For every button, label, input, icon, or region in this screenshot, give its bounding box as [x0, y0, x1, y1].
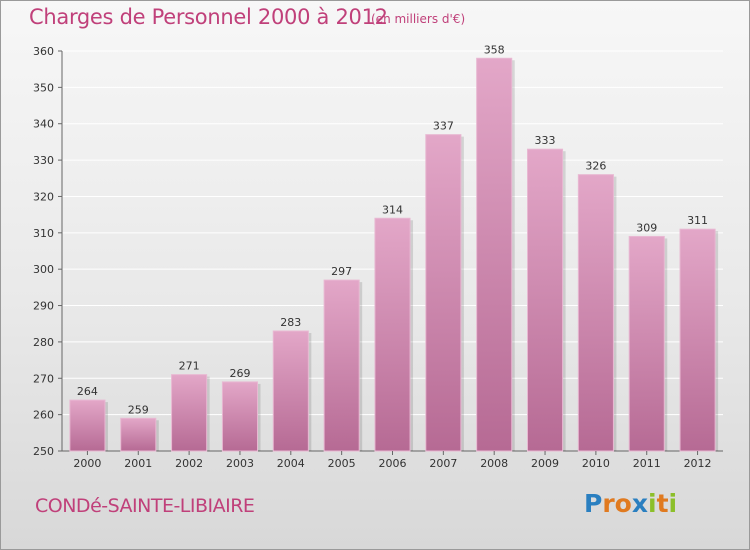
chart-subtitle: (en milliers d'€) [371, 12, 466, 26]
logo-letter: i [648, 489, 657, 518]
x-tick-label: 2009 [531, 457, 559, 470]
bar [323, 279, 360, 452]
x-tick-label: 2000 [73, 457, 101, 470]
x-tick-label: 2001 [124, 457, 152, 470]
bar-value-label: 264 [77, 385, 98, 398]
x-tick-label: 2004 [277, 457, 305, 470]
bar [69, 399, 106, 452]
bar-value-label: 326 [585, 160, 606, 173]
bar-value-label: 309 [636, 221, 657, 234]
bar [628, 235, 665, 452]
proxiti-logo[interactable]: Proxiti [584, 489, 677, 518]
bar-value-label: 269 [229, 367, 250, 380]
y-tick-label: 360 [33, 45, 54, 58]
y-tick-label: 330 [33, 154, 54, 167]
bar [476, 57, 513, 452]
x-tick-label: 2012 [684, 457, 712, 470]
logo-letter: r [602, 489, 615, 518]
x-tick-label: 2002 [175, 457, 203, 470]
bar-value-label: 283 [280, 316, 301, 329]
bar [526, 148, 564, 452]
y-tick-label: 320 [33, 190, 54, 203]
bar [679, 228, 716, 452]
x-tick-label: 2008 [480, 457, 508, 470]
y-tick-label: 300 [33, 263, 54, 276]
logo-letter: t [656, 489, 669, 518]
bar [221, 381, 259, 452]
bar [272, 330, 309, 452]
bar-value-label: 311 [687, 214, 708, 227]
logo-letter: o [614, 489, 632, 518]
y-tick-label: 260 [33, 409, 54, 422]
bar-value-label: 358 [484, 43, 505, 56]
logo-letter: i [668, 489, 678, 518]
bar-value-label: 333 [535, 134, 556, 147]
logo-letter: x [631, 489, 648, 518]
bar-value-label: 259 [128, 403, 149, 416]
y-tick-label: 340 [33, 118, 54, 131]
y-tick-label: 310 [33, 227, 54, 240]
x-tick-label: 2007 [429, 457, 457, 470]
commune-name: CONDé-SAINTE-LIBIAIRE [35, 495, 255, 517]
y-tick-label: 350 [33, 81, 54, 94]
x-tick-label: 2006 [379, 457, 407, 470]
y-tick-label: 280 [33, 336, 54, 349]
bar [577, 174, 614, 452]
y-tick-label: 290 [33, 300, 54, 313]
bar [374, 217, 411, 452]
logo-letter: P [584, 489, 603, 518]
bar-value-label: 297 [331, 265, 352, 278]
x-tick-label: 2003 [226, 457, 254, 470]
bar [425, 134, 462, 452]
bar-value-label: 337 [433, 120, 454, 133]
chart-title: Charges de Personnel 2000 à 2012 [29, 5, 388, 29]
y-tick-label: 270 [33, 372, 54, 385]
x-tick-label: 2005 [328, 457, 356, 470]
x-tick-label: 2010 [582, 457, 610, 470]
x-tick-label: 2011 [633, 457, 661, 470]
bar [120, 417, 157, 452]
bar [171, 374, 208, 452]
bar-value-label: 271 [179, 360, 200, 373]
y-tick-label: 250 [33, 445, 54, 458]
bar-value-label: 314 [382, 203, 403, 216]
